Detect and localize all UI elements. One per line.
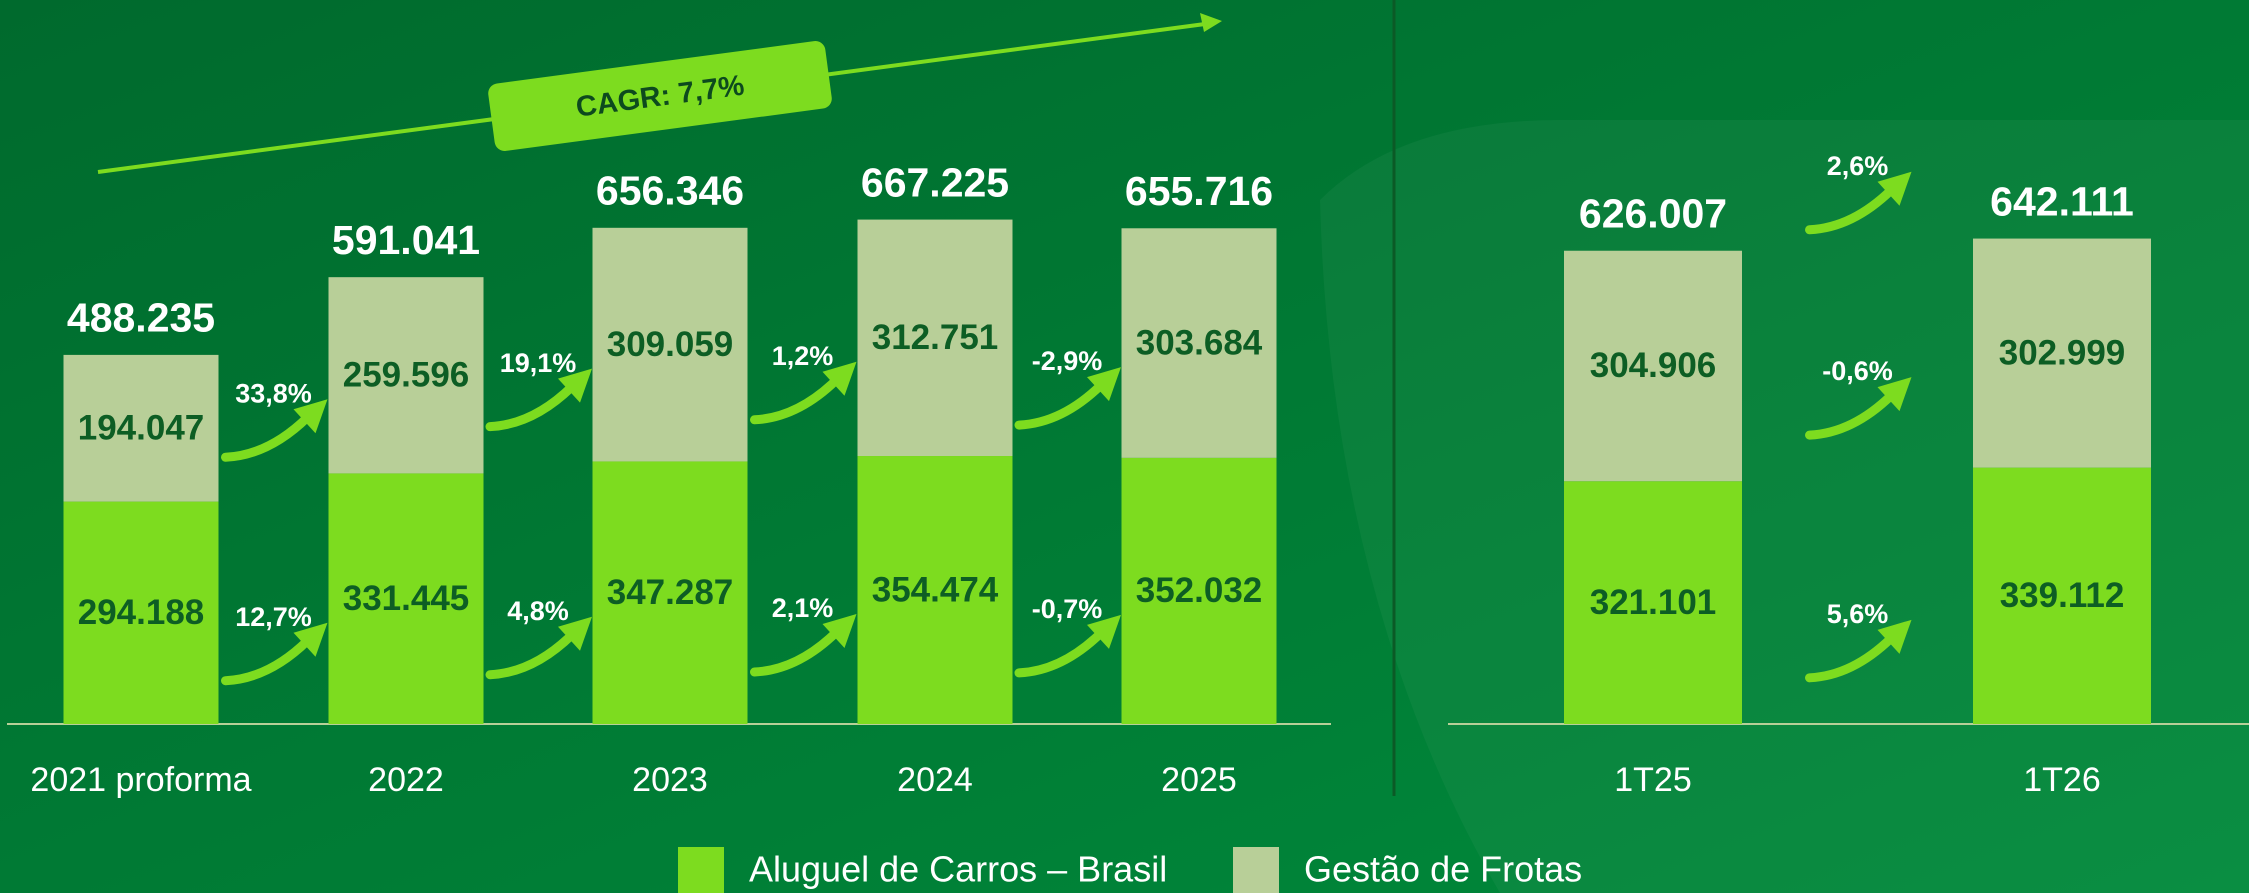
growth-label: -0,6% xyxy=(1822,356,1893,386)
bar-segment xyxy=(592,227,748,462)
growth-arrow xyxy=(1805,185,1896,235)
growth-arrow xyxy=(1014,380,1106,430)
bar-segment xyxy=(592,461,748,724)
x-tick-label: 2022 xyxy=(368,761,444,799)
growth-arrow xyxy=(750,375,841,425)
growth-label: 1,2% xyxy=(772,341,834,371)
value-label: 321.101 xyxy=(1590,583,1717,622)
growth-label: 12,7% xyxy=(235,602,312,632)
cagr-arrowhead xyxy=(1200,13,1222,32)
total-label: 642.111 xyxy=(1990,178,2134,224)
total-label: 667.225 xyxy=(861,159,1009,205)
value-label: 354.474 xyxy=(872,570,999,609)
growth-arrowhead xyxy=(1087,614,1121,649)
bar-segment xyxy=(857,456,1013,724)
growth-arrow xyxy=(1805,390,1896,440)
growth-arrow xyxy=(221,412,312,462)
total-label: 655.716 xyxy=(1125,168,1273,214)
growth-label: 33,8% xyxy=(235,378,312,408)
bar-segment xyxy=(1564,481,1742,724)
legend-swatch xyxy=(678,847,724,893)
growth-arrowhead xyxy=(1877,377,1912,412)
bar-segment xyxy=(1973,467,2151,724)
growth-arrow xyxy=(485,382,577,432)
growth-arrowhead xyxy=(558,368,592,403)
value-label: 312.751 xyxy=(872,318,999,357)
growth-arrowhead xyxy=(293,399,328,434)
value-label: 309.059 xyxy=(607,325,734,364)
legend-swatch xyxy=(1233,847,1279,893)
bar-segment xyxy=(1564,250,1742,482)
bar-segment xyxy=(63,501,219,724)
bar-segment xyxy=(328,473,484,724)
growth-label: 2,1% xyxy=(772,593,834,623)
value-label: 304.906 xyxy=(1590,346,1717,385)
growth-arrowhead xyxy=(822,361,857,396)
total-label: 626.007 xyxy=(1579,191,1727,237)
growth-label: 5,6% xyxy=(1827,599,1889,629)
growth-arrow xyxy=(1805,633,1896,683)
total-label: 488.235 xyxy=(67,295,215,341)
growth-label: -2,9% xyxy=(1032,346,1103,376)
x-tick-label: 2025 xyxy=(1161,761,1237,799)
bar-segment xyxy=(328,277,484,474)
bar-segment xyxy=(63,354,219,502)
bar-segment xyxy=(1121,457,1277,724)
value-label: 303.684 xyxy=(1136,323,1263,362)
bar-segment xyxy=(857,219,1013,457)
growth-label: 4,8% xyxy=(507,596,569,626)
value-label: 302.999 xyxy=(1999,333,2126,372)
value-label: 339.112 xyxy=(2000,576,2125,615)
x-tick-label: 2021 proforma xyxy=(30,761,251,799)
growth-label: 19,1% xyxy=(500,348,577,378)
total-label: 656.346 xyxy=(596,168,744,214)
cagr-badge: CAGR: 7,7% xyxy=(488,41,832,151)
growth-label: 2,6% xyxy=(1827,151,1889,181)
growth-arrow xyxy=(221,636,312,686)
value-label: 294.188 xyxy=(78,593,205,632)
growth-arrow xyxy=(485,630,577,680)
growth-arrowhead xyxy=(558,616,592,651)
bar-segment xyxy=(1973,238,2151,468)
legend-label: Aluguel de Carros – Brasil xyxy=(749,849,1167,890)
growth-arrowhead xyxy=(1877,619,1912,654)
x-tick-label: 1T25 xyxy=(1614,761,1692,799)
bar-segment xyxy=(1121,228,1277,458)
growth-label: -0,7% xyxy=(1032,594,1103,624)
value-label: 352.032 xyxy=(1136,571,1263,610)
value-label: 259.596 xyxy=(343,356,470,395)
value-label: 331.445 xyxy=(343,579,470,618)
growth-arrow xyxy=(750,627,841,677)
growth-arrowhead xyxy=(822,614,857,649)
x-tick-label: 2024 xyxy=(897,761,973,799)
cagr-box xyxy=(488,41,832,151)
growth-arrow xyxy=(1014,628,1106,678)
value-label: 194.047 xyxy=(78,408,205,447)
growth-arrowhead xyxy=(1087,367,1121,402)
x-tick-label: 1T26 xyxy=(2023,761,2101,799)
x-tick-label: 2023 xyxy=(632,761,708,799)
growth-arrowhead xyxy=(293,622,328,657)
legend-label: Gestão de Frotas xyxy=(1304,849,1582,890)
value-label: 347.287 xyxy=(607,573,734,612)
total-label: 591.041 xyxy=(332,217,480,263)
growth-arrowhead xyxy=(1877,171,1912,206)
